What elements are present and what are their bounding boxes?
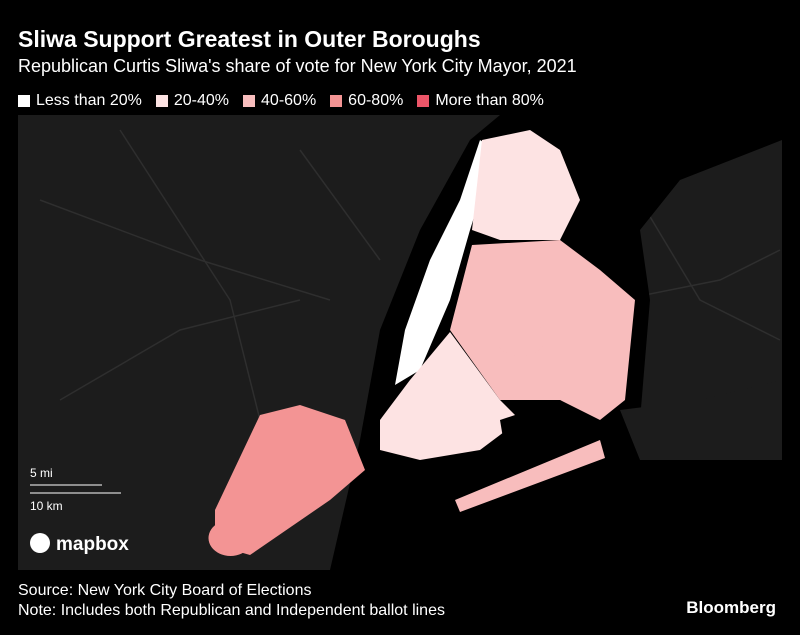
staten-cluster bbox=[208, 520, 253, 556]
scale-label: 10 km bbox=[30, 499, 63, 513]
note: Note: Includes both Republican and Indep… bbox=[18, 602, 445, 619]
long-island bbox=[620, 380, 782, 460]
map: 5 mi 10 km mapbox bbox=[18, 115, 782, 570]
legend-swatch bbox=[18, 95, 30, 107]
manhattan bbox=[395, 140, 495, 385]
scale-label: 5 mi bbox=[30, 466, 53, 480]
legend-swatch bbox=[417, 95, 430, 107]
brand: Bloomberg bbox=[686, 598, 776, 617]
legend-item: 20-40% bbox=[155, 92, 230, 110]
legend-swatch bbox=[330, 95, 343, 107]
legend-label: Less than 20% bbox=[36, 92, 142, 109]
legend-item: 60-80% bbox=[330, 92, 403, 110]
queens-cluster bbox=[495, 320, 546, 356]
legend-item: 40-60% bbox=[243, 92, 316, 110]
brooklyn bbox=[380, 332, 520, 460]
staten-island bbox=[215, 405, 365, 555]
legend-label: 40-60% bbox=[261, 92, 317, 109]
roads bbox=[39, 129, 781, 421]
rockaway bbox=[455, 440, 605, 512]
mapbox-logo bbox=[30, 533, 50, 553]
legend-swatch bbox=[243, 95, 256, 107]
legend: Less than 20% 20-40% 40-60% 60-80% More than… bbox=[18, 92, 544, 110]
legend-label: More than 80% bbox=[435, 92, 544, 109]
boroughs bbox=[208, 130, 635, 556]
attribution: mapbox bbox=[56, 534, 129, 555]
legend-item: Less than 20% bbox=[18, 92, 142, 110]
legend-label: 20-40% bbox=[173, 92, 230, 109]
legend-swatch bbox=[155, 95, 168, 107]
legend-label: 60-80% bbox=[348, 92, 404, 109]
source: Source: New York City Board of Elections bbox=[18, 582, 312, 599]
subtitle: Republican Curtis Sliwa's share of vote … bbox=[18, 56, 577, 76]
legend-item: More than 80% bbox=[417, 92, 544, 110]
title: Sliwa Support Greatest in Outer Boroughs bbox=[18, 26, 481, 52]
jamaica-bay bbox=[500, 400, 590, 450]
bronx bbox=[472, 130, 580, 240]
